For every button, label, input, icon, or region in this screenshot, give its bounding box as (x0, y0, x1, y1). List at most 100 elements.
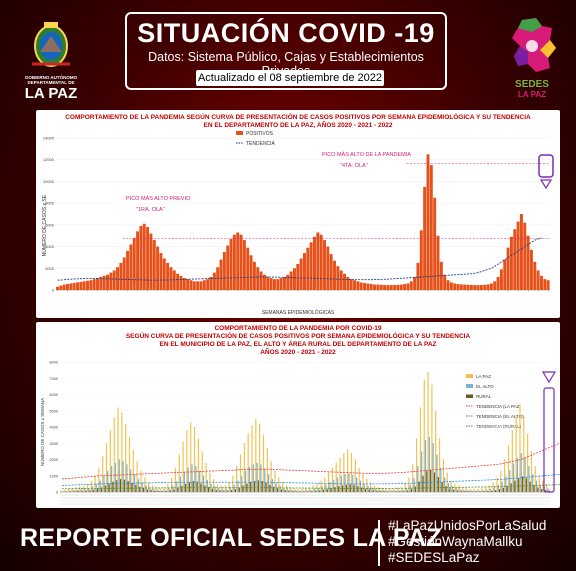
chart2-bar-rural (326, 489, 328, 492)
chart1-bar (383, 285, 387, 290)
legend-tend-lapaz: TENDENCIA (LA PAZ) (476, 404, 521, 409)
legend-tend-elalto: TENDENCIA (EL ALTO) (476, 414, 524, 419)
coat-of-arms-icon (32, 22, 70, 67)
chart2-bar-rural (97, 488, 99, 492)
chart2-bar-elalto (107, 470, 109, 492)
chart2-bar-lapaz (159, 487, 161, 492)
hashtag-1[interactable]: #LaPazUnidosPorLaSalud (388, 518, 547, 533)
chart2-bar-rural (230, 490, 233, 492)
chart2-bar-elalto (88, 487, 90, 492)
chart2-bar-rural (445, 486, 447, 492)
hashtags: #LaPazUnidosPorLaSalud #GestiónWaynaMall… (388, 518, 568, 566)
chart1-ytick: 4000 (45, 244, 55, 249)
chart2-bar-elalto (405, 487, 407, 492)
chart1-bar (299, 258, 303, 290)
hashtag-2[interactable]: #GestiónWaynaMallku (388, 534, 523, 549)
chart2-bar-lapaz (243, 443, 245, 492)
chart2-bar-elalto (176, 481, 178, 492)
chart2-bar-lapaz (201, 451, 203, 492)
chart1-bar (519, 214, 523, 290)
chart2-bar-rural (70, 491, 72, 492)
chart2-bar-rural (518, 478, 520, 492)
chart2-bar-rural (311, 491, 313, 492)
chart1-xlabel: SEMANAS EPIDEMIOLÓGICAS (262, 309, 335, 316)
chart2-bar-lapaz (148, 482, 150, 492)
chart2-bar-rural (456, 490, 459, 492)
chart2-ytick: 3000 (50, 442, 58, 446)
chart1-bar (159, 253, 163, 290)
chart2-bar-lapaz (259, 423, 261, 492)
chart2-bar-rural (112, 481, 114, 492)
chart1-bar (416, 262, 420, 290)
chart2-bar-elalto (375, 488, 377, 492)
legend-positivos: POSITIVOS (246, 131, 274, 137)
chart1-bar (486, 284, 490, 290)
chart1-bar (346, 276, 350, 290)
chart2-bar-rural (506, 485, 508, 492)
chart1-bar (546, 280, 550, 290)
chart2-bar-elalto (271, 479, 273, 492)
chart1-bar (106, 274, 110, 290)
chart2-bar-elalto (134, 474, 136, 492)
chart2-bar-lapaz (289, 487, 291, 492)
chart2-bar-rural (250, 481, 252, 492)
chart2-bar-rural (510, 483, 512, 492)
chart1-bar (112, 270, 116, 290)
chart1-bar (249, 255, 253, 290)
hashtag-3[interactable]: #SEDESLaPaz (388, 550, 480, 565)
chart2-bar-elalto (336, 477, 339, 492)
chart1-bar (319, 234, 323, 290)
chart2-bar-elalto (386, 490, 388, 492)
chart1-bar (246, 247, 250, 290)
chart1-bar (389, 285, 393, 290)
chart1-ytick: 0 (52, 288, 55, 293)
chart2-bar-lapaz (190, 422, 192, 492)
chart2-bar-lapaz (301, 488, 303, 492)
chart1-bar (529, 249, 533, 290)
legend-lapaz: LA PAZ (476, 374, 491, 379)
chart2-bar-rural (204, 485, 206, 492)
chart2-bar-lapaz (278, 477, 280, 492)
chart2-bar-lapaz (174, 467, 177, 492)
chart2-bar-lapaz (151, 485, 154, 492)
chart1-bar (262, 274, 266, 290)
chart2-bar-lapaz (327, 472, 330, 492)
chart2-bar-rural (342, 485, 344, 492)
chart2-bar-lapaz (396, 487, 399, 492)
page-title: SITUACIÓN COVID -19 (137, 18, 435, 48)
chart1-bar (66, 284, 69, 290)
chart1-bar (503, 259, 507, 290)
chart2-bar-rural (426, 471, 428, 492)
legend-tendencia: TENDENCIA (246, 141, 276, 147)
chart2-bar-rural (322, 489, 325, 492)
chart2-bar-rural (93, 489, 95, 492)
chart2-bar-elalto (421, 451, 423, 492)
chart2-bar-rural (146, 489, 148, 492)
chart2-bar-rural (460, 490, 462, 492)
chart2-bar-rural (227, 490, 229, 492)
chart2-bar-elalto (283, 487, 285, 492)
chart2-bar-lapaz (393, 488, 395, 492)
chart2-bar-elalto (512, 463, 515, 492)
chart2-bar-rural (453, 489, 455, 492)
chart2-bar-rural (123, 479, 125, 492)
chart2-ytick: 2000 (50, 458, 58, 462)
chart2-bar-elalto (321, 486, 323, 492)
chart2-ytick: 7000 (50, 377, 58, 381)
chart2-bar-rural (211, 488, 214, 492)
chart2-bar-rural (468, 491, 470, 492)
chart2-bar-lapaz (358, 467, 360, 492)
chart1-bar (526, 235, 530, 290)
chart2-bar-lapaz (255, 418, 257, 492)
chart2-bar-lapaz (530, 451, 533, 492)
chart1-bar (226, 245, 230, 290)
chart1-bar (496, 276, 500, 290)
chart2-bar-elalto (333, 479, 335, 492)
chart2-bar-lapaz (171, 477, 173, 492)
chart2-bar-lapaz (385, 488, 387, 492)
chart2-bar-lapaz (247, 433, 249, 492)
chart2-bar-elalto (470, 490, 473, 492)
chart2-bar-lapaz (381, 487, 383, 492)
chart2-bar-rural (361, 487, 363, 492)
chart1-bar (82, 281, 86, 290)
